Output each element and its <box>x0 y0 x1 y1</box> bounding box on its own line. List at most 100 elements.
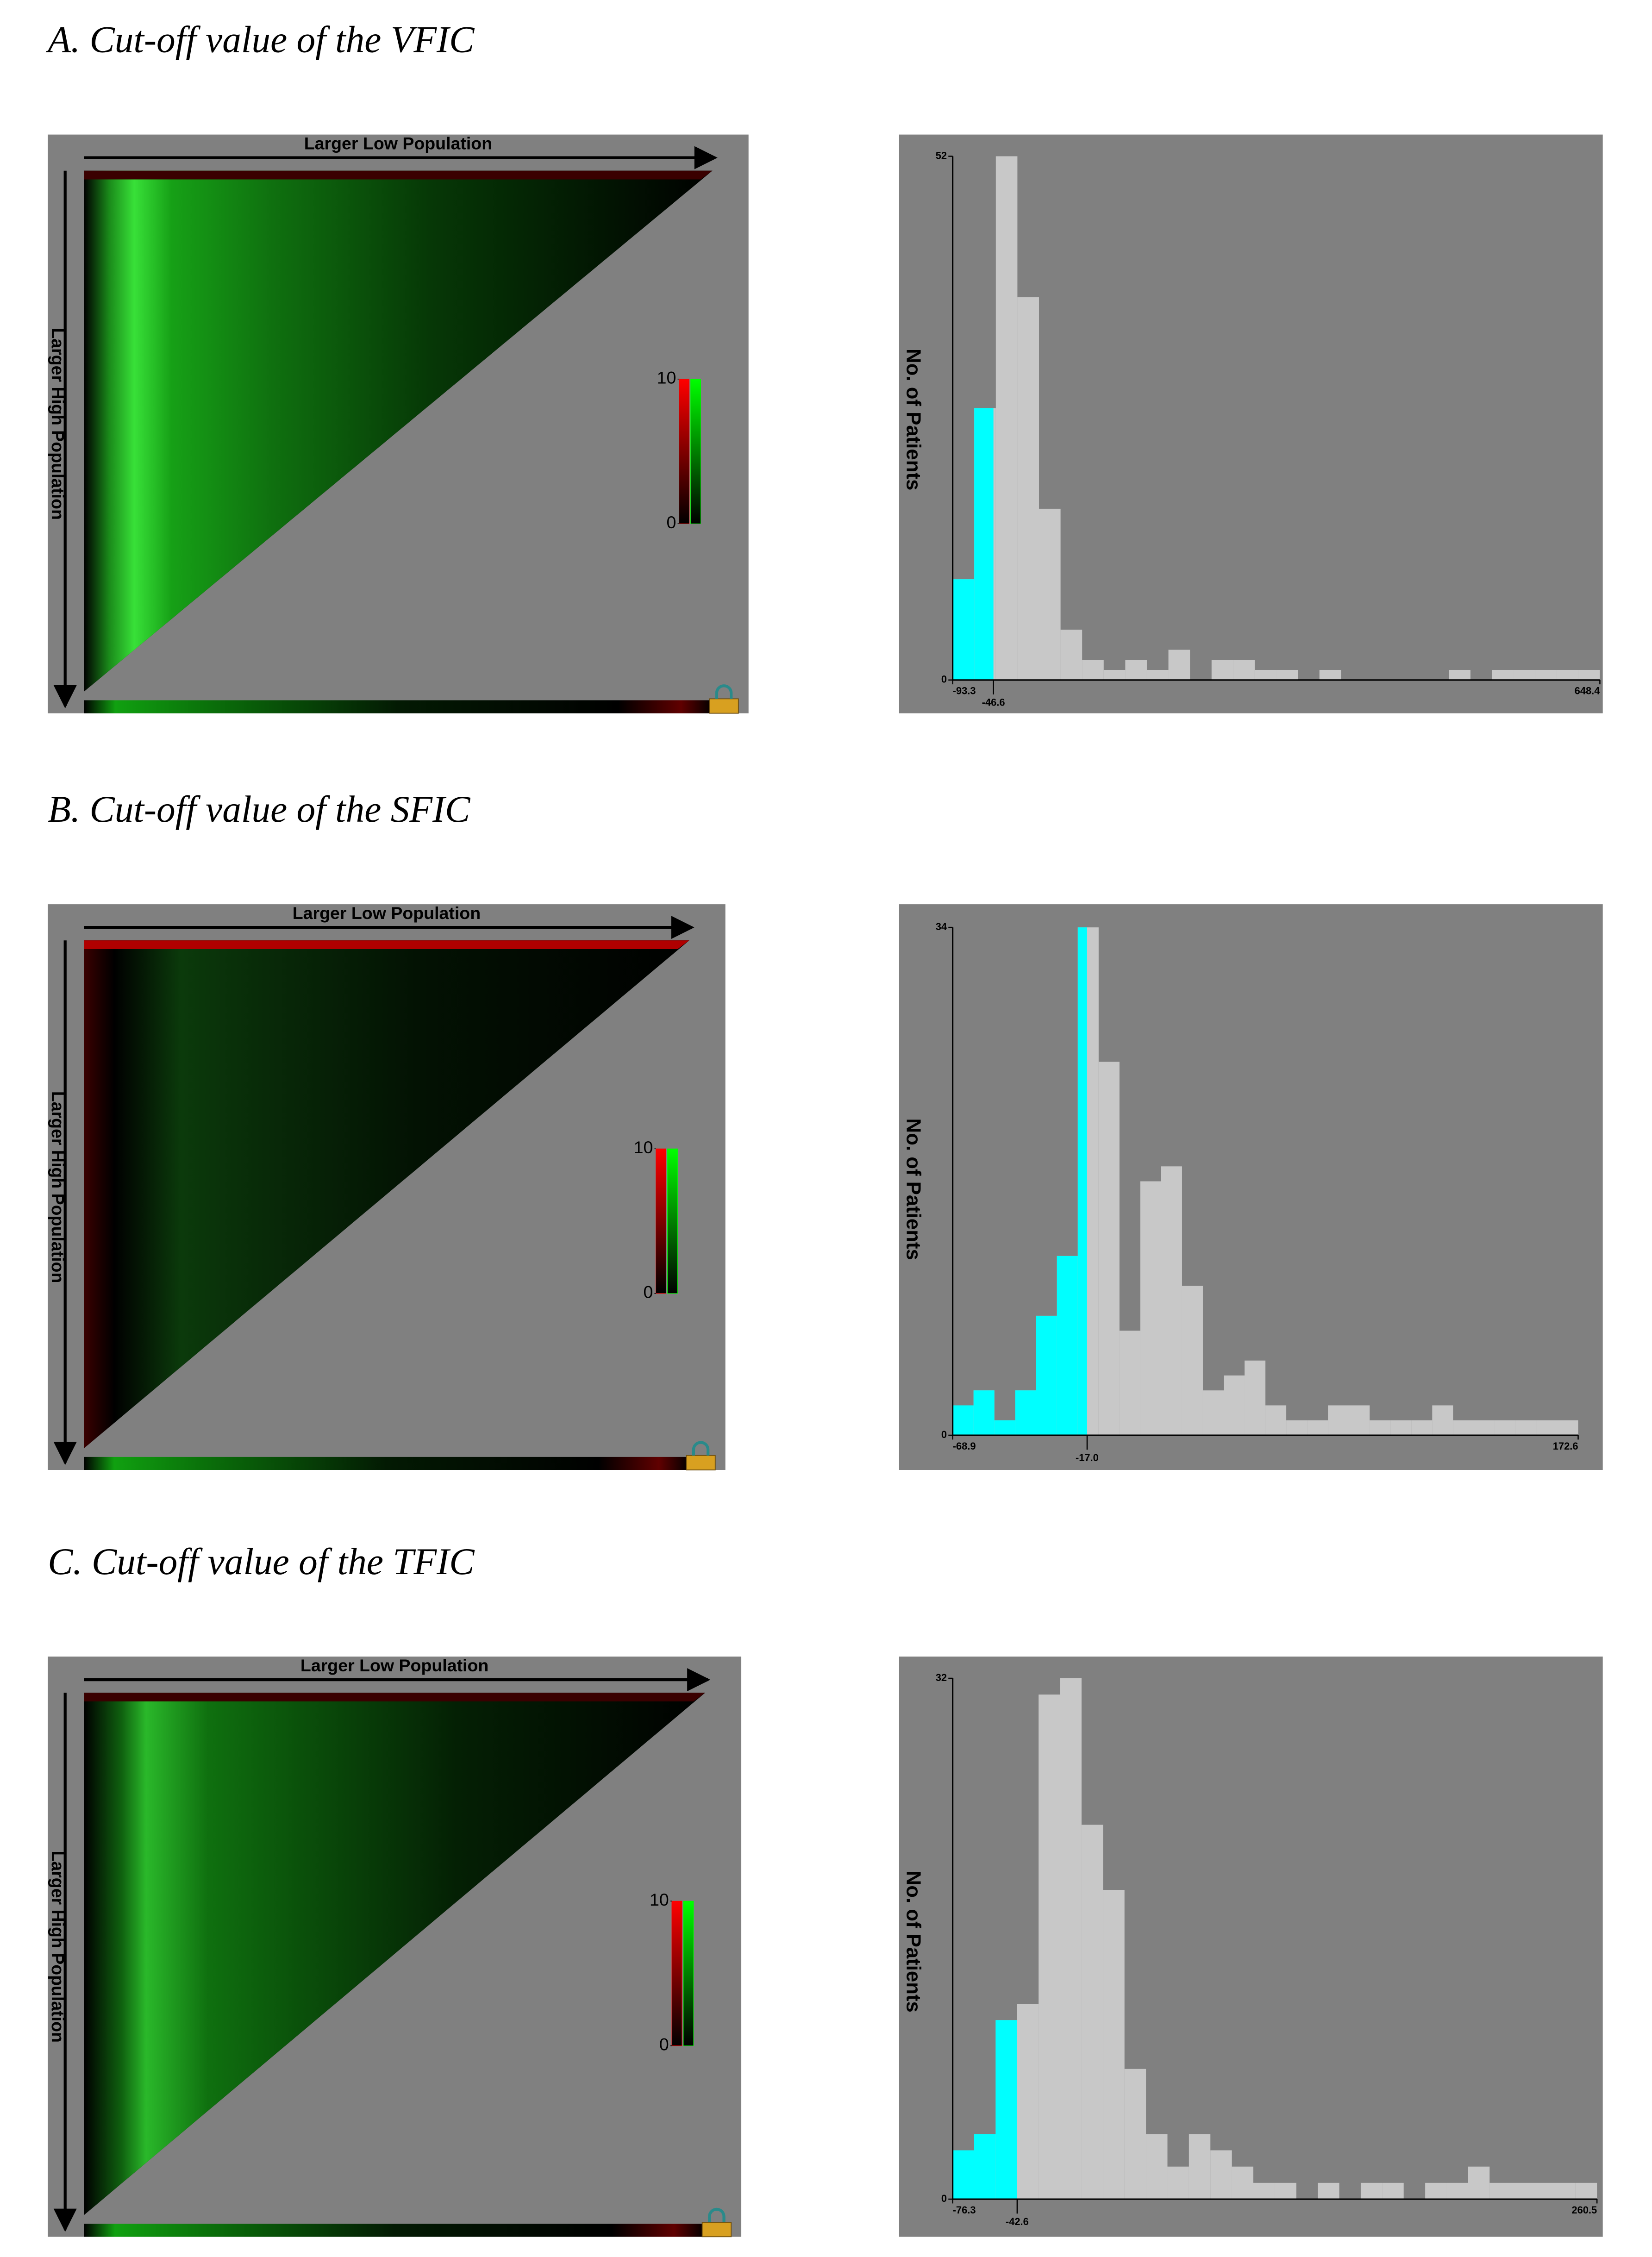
lock-shackle <box>708 2207 726 2222</box>
panel-title: A. Cut-off value of the VFIC <box>45 19 475 60</box>
colorbar-green <box>683 1901 694 2046</box>
x-tick-label: -76.3 <box>953 2204 976 2216</box>
histogram-bar <box>1189 2134 1211 2199</box>
histogram-bar <box>1492 669 1514 680</box>
histogram-bar <box>1060 1678 1082 2199</box>
colorbar-tick-label: 10 <box>650 1890 669 1909</box>
lock-shackle <box>692 1441 710 1456</box>
y-axis-label: No. of Patients <box>902 1119 925 1260</box>
x-tick-label: -42.6 <box>1006 2216 1029 2227</box>
histogram-bar-below-cutoff <box>973 1390 995 1435</box>
histogram-bar <box>1536 1420 1558 1435</box>
bottom-strip <box>84 2224 705 2237</box>
histogram-bar <box>1161 1166 1182 1435</box>
histogram-bar <box>1017 297 1039 680</box>
bottom-strip <box>84 1457 689 1470</box>
heatmap-shading <box>84 1693 705 2215</box>
y-axis-label: Larger High Population <box>48 1091 68 1283</box>
histogram-bar <box>1557 669 1578 680</box>
histogram-bar-below-cutoff <box>952 579 975 680</box>
x-tick-label: -93.3 <box>953 685 976 697</box>
histogram-bar <box>1103 669 1126 680</box>
histogram-bar <box>1578 669 1600 680</box>
histogram-bar <box>1360 2182 1383 2199</box>
histogram-bar <box>1382 2182 1404 2199</box>
heatmap-shading <box>84 170 713 692</box>
y-axis-label: Larger High Population <box>48 1851 68 2042</box>
histogram-bar <box>1307 1420 1328 1435</box>
histogram-bar <box>1082 660 1104 680</box>
histogram-bar-below-cutoff <box>1077 927 1087 1435</box>
histogram-bar-below-cutoff <box>974 408 994 680</box>
heatmap-top-band <box>84 1693 705 1701</box>
y-tick-label: 34 <box>936 921 947 932</box>
x-tick-label: -46.6 <box>982 697 1005 708</box>
histogram-bar <box>1449 669 1471 680</box>
colorbar-green <box>690 379 701 524</box>
histogram-bar-below-cutoff <box>1057 1256 1078 1435</box>
histogram-bar <box>1232 2166 1253 2199</box>
lock-body <box>701 2222 732 2238</box>
histogram-bar <box>1370 1420 1391 1435</box>
colorbar-tick-label: 0 <box>643 1282 653 1302</box>
histogram-bar <box>1446 2182 1468 2199</box>
heatmap-top-band <box>84 170 713 180</box>
colorbar-tick-label: 10 <box>634 1138 653 1157</box>
histogram-bar <box>1098 1062 1120 1435</box>
colorbar-green <box>667 1148 678 1294</box>
histogram-bar <box>1202 1390 1224 1435</box>
histogram-bar <box>1489 2182 1511 2199</box>
x-tick-label: -17.0 <box>1076 1452 1099 1463</box>
histogram-bar <box>1125 660 1147 680</box>
histogram-bar <box>1554 2182 1576 2199</box>
histogram-bar <box>1468 2166 1490 2199</box>
histogram-bar <box>1060 629 1083 680</box>
histogram-bar <box>1146 669 1169 680</box>
histogram-bar <box>1233 660 1255 680</box>
x-tick-label: 172.6 <box>1553 1440 1578 1452</box>
histogram-bar-below-cutoff <box>995 2020 1017 2199</box>
histogram-bar <box>1140 1181 1161 1435</box>
colorbar-red <box>656 1148 666 1294</box>
histogram-bar <box>1275 2182 1296 2199</box>
x-tick-label: -68.9 <box>953 1440 976 1452</box>
x-axis-label: Larger Low Population <box>293 903 481 923</box>
histogram-bar <box>1515 1420 1537 1435</box>
histogram-bar <box>1495 1420 1516 1435</box>
x-tick-label: 260.5 <box>1571 2204 1597 2216</box>
histogram-bar <box>1146 2134 1168 2199</box>
histogram-bar <box>1210 2150 1232 2199</box>
colorbar-red <box>671 1901 682 2046</box>
x-tick-label: 648.4 <box>1575 685 1601 697</box>
histogram-bar <box>1265 1405 1287 1435</box>
histogram-bar <box>1319 669 1341 680</box>
colorbar-tick-label: 0 <box>659 2035 669 2054</box>
histogram-bar <box>1254 669 1277 680</box>
y-tick-label: 32 <box>936 1672 947 1683</box>
histogram-bar-below-cutoff <box>1036 1315 1057 1435</box>
histogram-bar <box>1081 1825 1103 2199</box>
histogram-bar-below-cutoff <box>974 2134 996 2199</box>
histogram-bar <box>1124 2069 1146 2199</box>
histogram-bar <box>1349 1405 1370 1435</box>
panel-title: C. Cut-off value of the TFIC <box>48 1541 475 1582</box>
histogram-bar <box>1511 2182 1533 2199</box>
heatmap-shading <box>84 940 689 1449</box>
panel-title: B. Cut-off value of the SFIC <box>48 788 470 830</box>
histogram-bar <box>1017 2004 1039 2199</box>
histogram-bar <box>1533 2182 1554 2199</box>
y-tick-label: 0 <box>941 2193 947 2204</box>
histogram-bar <box>1425 2182 1447 2199</box>
histogram-bar <box>1286 1420 1308 1435</box>
histogram-bar <box>1411 1420 1433 1435</box>
histogram-bar <box>1039 1694 1060 2199</box>
histogram-bar <box>1103 1890 1125 2199</box>
histogram-bar <box>1167 2166 1189 2199</box>
histogram-bar-below-cutoff <box>952 1405 974 1435</box>
histogram-bar <box>1557 1420 1578 1435</box>
histogram-bar-below-cutoff <box>952 2150 975 2199</box>
histogram-bar-below-cutoff <box>994 1420 1015 1435</box>
histogram-bar-below-cutoff <box>1015 1390 1036 1435</box>
